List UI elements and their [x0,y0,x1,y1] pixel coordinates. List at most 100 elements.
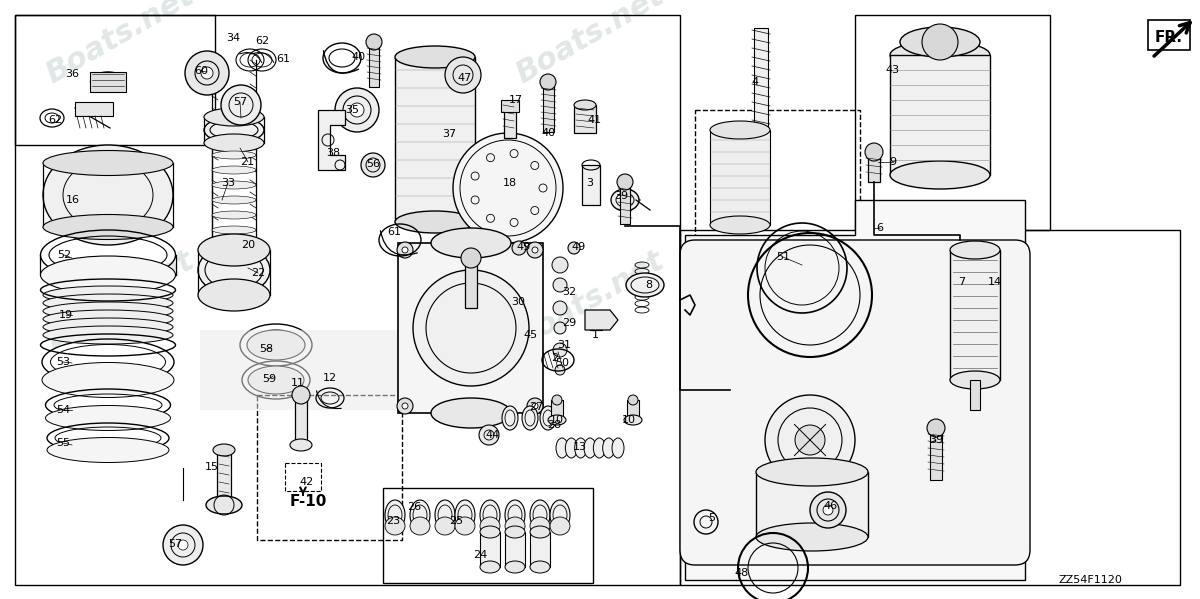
Text: Boats.net: Boats.net [41,0,199,89]
Ellipse shape [602,438,614,458]
Text: F-10: F-10 [289,495,326,510]
Text: 54: 54 [56,405,70,415]
Ellipse shape [212,151,256,159]
Text: 35: 35 [346,105,359,115]
Ellipse shape [550,500,570,530]
Text: 9: 9 [889,157,896,167]
Ellipse shape [522,406,538,430]
Ellipse shape [502,406,518,430]
Ellipse shape [505,561,526,573]
Ellipse shape [548,415,566,425]
Text: 2: 2 [552,353,558,363]
Text: 21: 21 [240,157,254,167]
Circle shape [335,88,379,132]
Circle shape [512,241,526,255]
Bar [504,103,516,138]
Text: 41: 41 [587,115,601,125]
Circle shape [292,386,310,404]
Text: 27: 27 [529,402,544,412]
Ellipse shape [395,46,475,68]
Text: 22: 22 [251,268,265,278]
Circle shape [554,365,565,375]
Text: 29: 29 [562,318,576,328]
Polygon shape [586,310,618,330]
Ellipse shape [950,241,1000,259]
Text: 39: 39 [614,191,628,201]
Ellipse shape [565,438,577,458]
Text: 34: 34 [226,33,240,43]
Ellipse shape [593,438,605,458]
Bar [551,400,563,420]
Text: 18: 18 [503,178,517,188]
Text: Boats.net: Boats.net [511,0,670,89]
Ellipse shape [530,500,550,530]
Circle shape [202,67,214,79]
Ellipse shape [198,279,270,311]
Ellipse shape [575,438,587,458]
Bar [890,55,990,175]
Circle shape [402,403,408,409]
Text: FR.: FR. [1154,31,1183,46]
Ellipse shape [248,366,304,394]
Ellipse shape [385,517,406,535]
Ellipse shape [204,117,264,143]
Ellipse shape [431,398,511,428]
Ellipse shape [436,517,455,535]
Ellipse shape [431,228,511,258]
Text: 56: 56 [366,159,380,169]
Bar [582,165,600,205]
Text: 40: 40 [542,128,556,138]
Text: 28: 28 [547,420,562,430]
Ellipse shape [624,415,642,425]
Bar [542,82,554,132]
Text: 15: 15 [205,462,220,472]
Text: 12: 12 [323,373,337,383]
Bar [530,532,550,567]
Polygon shape [685,200,1025,580]
Circle shape [178,540,188,550]
Ellipse shape [247,330,305,360]
Ellipse shape [530,517,550,535]
Text: 42: 42 [300,477,314,487]
Text: 59: 59 [262,374,276,384]
Ellipse shape [436,500,455,530]
Circle shape [628,395,638,405]
Circle shape [540,74,556,90]
Ellipse shape [540,406,556,430]
Text: 51: 51 [776,252,790,262]
Circle shape [366,34,382,50]
Bar [868,152,880,182]
Bar [574,105,596,133]
Bar [466,258,478,308]
Ellipse shape [480,561,500,573]
Ellipse shape [410,500,430,530]
Bar [970,380,980,410]
Text: Boats.net: Boats.net [511,246,670,354]
Text: 23: 23 [386,516,400,526]
Ellipse shape [43,302,173,320]
Text: 7: 7 [959,277,966,287]
Ellipse shape [212,241,256,249]
Circle shape [479,425,499,445]
Ellipse shape [611,189,640,211]
Text: 30: 30 [511,297,526,307]
Ellipse shape [756,458,868,486]
Circle shape [865,143,883,161]
Text: 47: 47 [458,73,472,83]
Text: 44: 44 [486,430,500,440]
Text: 4: 4 [751,77,758,87]
Text: 20: 20 [241,240,256,250]
Text: 46: 46 [824,501,838,511]
Ellipse shape [43,150,173,176]
Text: 62: 62 [48,115,62,125]
Circle shape [553,301,568,315]
Ellipse shape [198,234,270,266]
Ellipse shape [43,318,173,336]
Ellipse shape [43,214,173,240]
Ellipse shape [47,437,169,462]
Bar [502,100,520,112]
Text: 43: 43 [886,65,900,75]
Ellipse shape [480,517,500,535]
Ellipse shape [890,41,990,69]
Bar [383,488,593,583]
